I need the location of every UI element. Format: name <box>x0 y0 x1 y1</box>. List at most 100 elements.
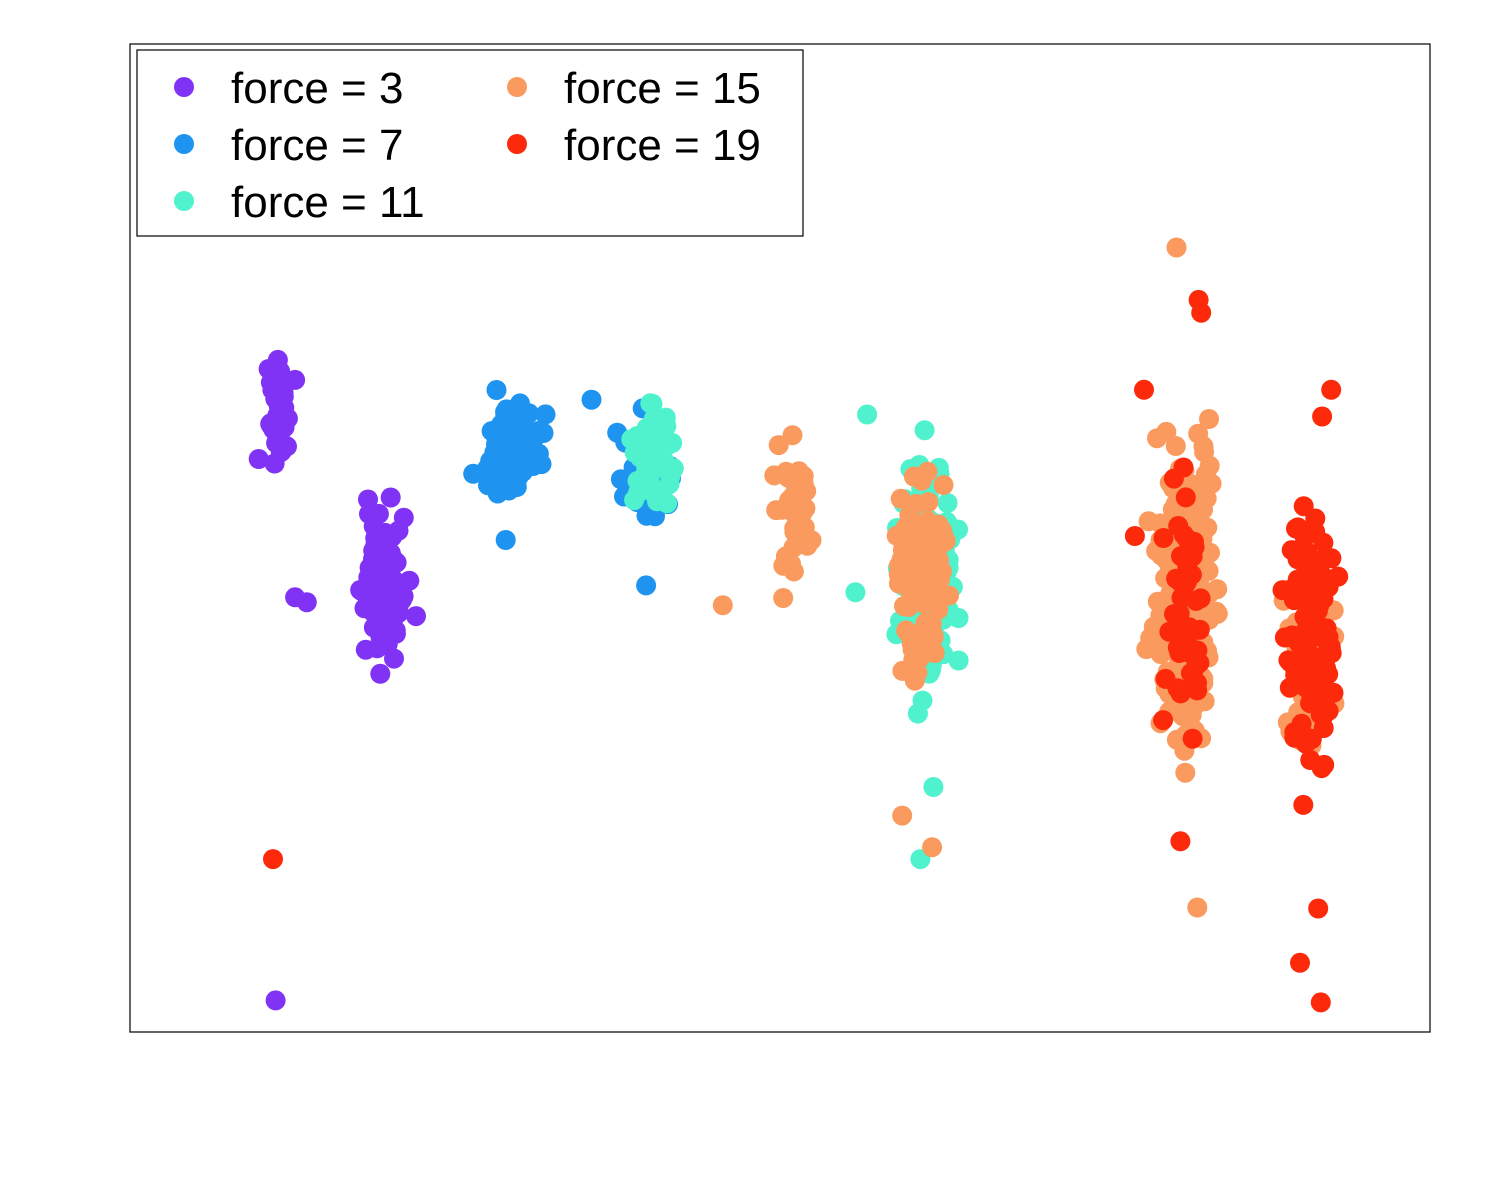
data-point <box>891 549 912 570</box>
data-point <box>270 430 291 451</box>
data-point <box>463 463 484 484</box>
data-point <box>662 433 683 453</box>
data-point <box>375 566 396 587</box>
series-force-19 <box>263 289 1349 1013</box>
data-point <box>898 594 919 615</box>
legend-label-force-19: force = 19 <box>564 121 761 170</box>
data-point <box>1170 683 1191 704</box>
data-point <box>1175 487 1196 508</box>
data-point <box>635 463 656 484</box>
data-point <box>1278 650 1299 671</box>
data-point <box>1124 526 1145 546</box>
data-point <box>264 453 285 474</box>
data-point <box>1189 619 1210 640</box>
data-point <box>1182 728 1203 749</box>
data-point <box>1321 379 1342 400</box>
data-point <box>935 531 956 552</box>
data-point <box>355 639 376 660</box>
data-point <box>1297 542 1318 563</box>
data-point <box>500 444 521 465</box>
data-point <box>788 464 809 485</box>
legend: force = 3 force = 7 force = 11 force = 1… <box>136 49 804 237</box>
data-point <box>399 570 420 591</box>
data-point <box>1147 428 1167 449</box>
data-point <box>917 558 938 579</box>
data-point <box>768 435 789 456</box>
data-point <box>501 470 522 491</box>
data-point <box>1323 682 1344 703</box>
data-point <box>1187 897 1208 918</box>
data-point <box>892 805 913 826</box>
data-point <box>886 525 907 546</box>
data-point <box>271 397 292 418</box>
data-point <box>921 640 942 661</box>
data-point <box>1286 518 1306 539</box>
data-point <box>406 606 426 627</box>
data-point <box>367 600 388 621</box>
data-point <box>906 493 927 514</box>
data-point <box>1203 604 1224 625</box>
data-point <box>898 623 919 644</box>
data-point <box>1300 750 1321 770</box>
data-point <box>495 530 516 550</box>
data-point <box>642 393 663 414</box>
data-point <box>937 493 958 513</box>
data-point <box>486 380 507 400</box>
data-point <box>1165 436 1186 456</box>
data-point <box>638 479 659 500</box>
data-point <box>1293 794 1314 815</box>
data-point <box>903 649 924 670</box>
data-point <box>1274 627 1295 648</box>
data-point <box>1166 729 1187 750</box>
data-point <box>358 489 378 510</box>
data-point <box>792 502 813 523</box>
data-point <box>912 690 933 711</box>
data-point <box>248 449 269 469</box>
legend-marker-force-11 <box>174 191 194 211</box>
legend-marker-force-7 <box>174 134 194 154</box>
data-point <box>1191 302 1212 323</box>
data-point <box>1312 406 1333 427</box>
data-point <box>1189 652 1210 673</box>
data-point <box>797 535 818 556</box>
data-point <box>380 487 401 508</box>
data-point <box>890 488 911 509</box>
data-point <box>1290 952 1310 973</box>
data-point <box>531 454 552 475</box>
legend-label-force-15: force = 15 <box>564 64 761 113</box>
data-point <box>296 592 317 613</box>
data-point <box>903 466 924 487</box>
legend-label-force-11: force = 11 <box>231 178 425 227</box>
data-point <box>857 404 878 425</box>
data-point <box>1182 698 1203 719</box>
legend-box <box>136 49 804 237</box>
data-point <box>1184 536 1205 557</box>
data-point <box>1153 710 1174 731</box>
data-point <box>1328 566 1349 587</box>
data-point <box>382 548 403 569</box>
data-point <box>779 490 800 511</box>
legend-label-force-7: force = 7 <box>231 121 403 170</box>
data-point <box>636 505 657 526</box>
data-point <box>845 582 866 603</box>
data-point <box>265 990 286 1011</box>
data-point <box>511 424 532 445</box>
data-point <box>1285 665 1306 686</box>
data-point <box>368 503 389 524</box>
data-point <box>712 595 733 616</box>
legend-marker-force-19 <box>507 134 527 154</box>
data-point <box>263 849 283 870</box>
data-point <box>1199 455 1220 476</box>
data-point <box>773 588 794 608</box>
data-point <box>923 777 944 797</box>
data-point <box>888 573 909 594</box>
data-point <box>636 575 657 596</box>
data-point <box>1138 511 1159 532</box>
data-point <box>393 586 414 607</box>
data-point <box>1163 468 1184 489</box>
data-point <box>1170 831 1191 852</box>
data-point <box>1188 423 1209 444</box>
data-point <box>920 586 940 607</box>
series-force-3 <box>248 349 426 1011</box>
